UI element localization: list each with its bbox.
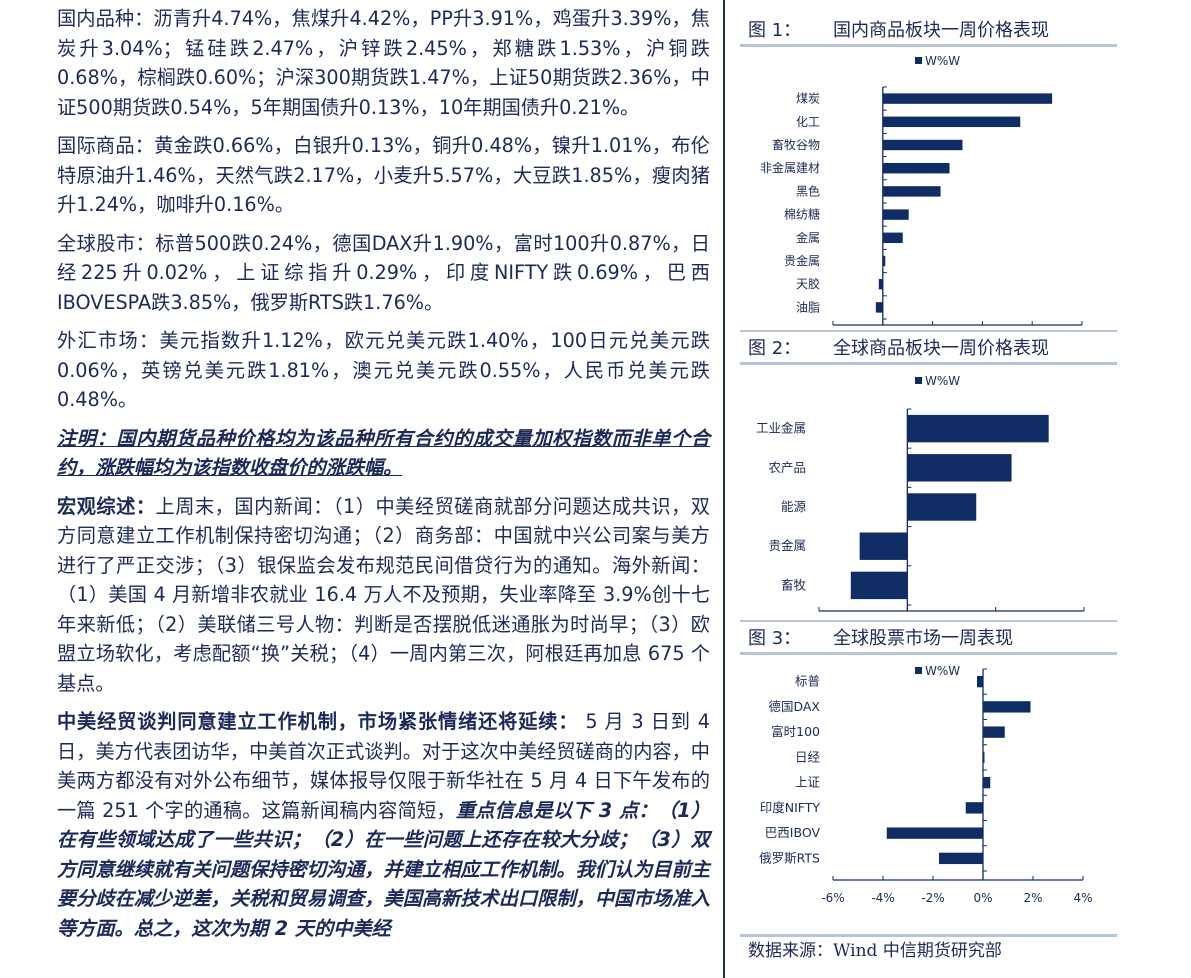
- paragraph: 中美经贸谈判同意建立工作机制，市场紧张情绪还将延续： 5 月 3 日到 4 日，…: [57, 707, 710, 943]
- paragraph: 外汇市场：美元指数升1.12%，欧元兑美元跌1.40%，100日元兑美元跌0.0…: [57, 326, 710, 415]
- text-run: 注明：国内期货品种价格均为该品种所有合约的成交量加权指数而非单个合约，涨跌幅均为…: [57, 426, 710, 480]
- bar-黑色: [882, 186, 941, 197]
- category-label: 农产品: [768, 460, 806, 475]
- category-label: 天胶: [796, 276, 820, 291]
- article-text: 国内品种：沥青升4.74%，焦煤升4.42%，PP升3.91%，鸡蛋升3.39%…: [57, 4, 710, 952]
- figure-title: 全球商品板块一周价格表现: [833, 338, 1049, 359]
- category-label: 煤炭: [796, 92, 820, 106]
- text-run: 宏观综述：: [57, 494, 156, 518]
- bar-德国DAX: [983, 701, 1031, 713]
- bar-畜牧谷物: [882, 139, 963, 151]
- category-label: 贵金属: [768, 538, 806, 553]
- text-run: 国内品种：沥青升4.74%，焦煤升4.42%，PP升3.91%，鸡蛋升3.39%…: [57, 7, 710, 119]
- x-tick-label: -6%: [821, 891, 844, 905]
- figure-3: 图 3： 全球股票市场一周表现 W%W -6% -4% -2% 0% 2% 4% 标普德国DAX…: [740, 620, 1117, 937]
- bar-金属: [882, 232, 903, 244]
- figure-2: 图 2：全球商品板块一周价格表现 W%W-1%0%1%1%工业金属农产品能源贵金…: [740, 330, 1117, 636]
- x-tick-label: 4%: [1073, 891, 1092, 905]
- figure-number: 图 2：: [748, 338, 802, 359]
- figure-title: 国内商品板块一周价格表现: [833, 20, 1049, 41]
- legend-label: W%W: [925, 374, 960, 388]
- bar-煤炭: [882, 93, 1053, 104]
- category-label: 化工: [796, 115, 820, 129]
- category-label: 油脂: [796, 299, 820, 314]
- category-label: 贵金属: [784, 253, 820, 268]
- category-label: 非金属建材: [760, 160, 820, 175]
- bar-印度NIFTY: [965, 802, 983, 814]
- text-run: 上周末，国内新闻：（1）中美经贸磋商就部分问题达成共识，双方同意建立工作机制保持…: [57, 494, 710, 695]
- category-label: 工业金属: [756, 421, 806, 436]
- bar-贵金属: [859, 532, 908, 560]
- category-label: 标普: [795, 674, 820, 689]
- text-run: 5 月 3 日到 4 日，美方代表团访华，中美首次正式谈判。对于这次中美经贸磋商…: [57, 710, 710, 822]
- bar-油脂: [875, 302, 883, 313]
- x-tick-label: 0%: [973, 891, 992, 905]
- figure-title: 全球股票市场一周表现: [833, 628, 1013, 649]
- figure-number: 图 1：: [748, 20, 802, 41]
- text-run: 中美经贸谈判同意建立工作机制，市场紧张情绪还将延续：: [57, 710, 579, 733]
- bar-日经: [983, 751, 985, 764]
- paragraph: 宏观综述：上周末，国内新闻：（1）中美经贸磋商就部分问题达成共识，双方同意建立工…: [57, 492, 710, 699]
- category-label: 畜牧: [781, 577, 807, 592]
- bar-非金属建材: [882, 162, 950, 174]
- bar-巴西IBOV: [886, 827, 983, 839]
- column-divider: [723, 0, 725, 978]
- x-tick-label: -2%: [921, 891, 944, 905]
- bar-富时100: [983, 726, 1005, 738]
- legend-swatch: [915, 57, 922, 64]
- category-label: 金属: [796, 230, 820, 245]
- paragraph: 全球股市：标普500跌0.24%，德国DAX升1.90%，富时100升0.87%…: [57, 229, 710, 318]
- x-tick-label: 2%: [1023, 891, 1042, 905]
- category-label: 印度NIFTY: [760, 800, 821, 815]
- legend-swatch: [915, 377, 922, 384]
- legend-label: W%W: [925, 54, 960, 68]
- bar-工业金属: [907, 414, 1049, 443]
- category-label: 巴西IBOV: [765, 825, 821, 840]
- data-source: 数据来源：Wind 中信期货研究部: [748, 941, 1002, 961]
- category-label: 畜牧谷物: [772, 137, 820, 152]
- category-label: 富时100: [771, 724, 820, 739]
- category-label: 俄罗斯RTS: [759, 850, 820, 865]
- paragraph: 国内品种：沥青升4.74%，焦煤升4.42%，PP升3.91%，鸡蛋升3.39%…: [57, 4, 710, 122]
- bar-贵金属: [882, 255, 886, 267]
- bar-上证: [983, 776, 991, 789]
- bar-农产品: [907, 454, 1012, 482]
- bar-天胶: [878, 278, 883, 290]
- legend-label: W%W: [925, 664, 960, 678]
- text-run: 外汇市场：美元指数升1.12%，欧元兑美元跌1.40%，100日元兑美元跌0.0…: [57, 329, 710, 411]
- category-label: 德国DAX: [768, 699, 820, 714]
- category-label: 上证: [795, 775, 821, 790]
- text-run: 重点信息是以下 3 点：（1）在有些领域达成了一些共识；（2）在一些问题上还存在…: [57, 798, 711, 940]
- figure-1: 图 1：国内商品板块一周价格表现 W%W-1%0%1%2%3%4%煤炭化工畜牧谷…: [740, 14, 1117, 350]
- category-label: 能源: [781, 499, 807, 514]
- text-run: 国际商品：黄金跌0.66%，白银升0.13%，铜升0.48%，镍升1.01%，布…: [57, 134, 710, 216]
- bar-俄罗斯RTS: [939, 852, 983, 865]
- text-run: 全球股市：标普500跌0.24%，德国DAX升1.90%，富时100升0.87%…: [57, 231, 710, 314]
- legend-swatch: [915, 667, 922, 674]
- bar-能源: [907, 493, 977, 521]
- bar-畜牧: [850, 571, 908, 600]
- x-tick-label: -4%: [871, 891, 894, 905]
- bar-棉纺糖: [882, 209, 909, 220]
- bar-标普: [977, 675, 983, 688]
- category-label: 棉纺糖: [784, 207, 820, 222]
- chart-domestic-commodities: W%W-1%0%1%2%3%4%煤炭化工畜牧谷物非金属建材黑色棉纺糖金属贵金属天…: [760, 54, 1092, 350]
- paragraph: 国际商品：黄金跌0.66%，白银升0.13%，铜升0.48%，镍升1.01%，布…: [57, 131, 710, 220]
- figure-number: 图 3：: [748, 628, 802, 649]
- category-label: 黑色: [796, 184, 820, 198]
- category-label: 日经: [795, 749, 821, 764]
- bar-化工: [882, 116, 1021, 128]
- paragraph: 注明：国内期货品种价格均为该品种所有合约的成交量加权指数而非单个合约，涨跌幅均为…: [57, 424, 710, 483]
